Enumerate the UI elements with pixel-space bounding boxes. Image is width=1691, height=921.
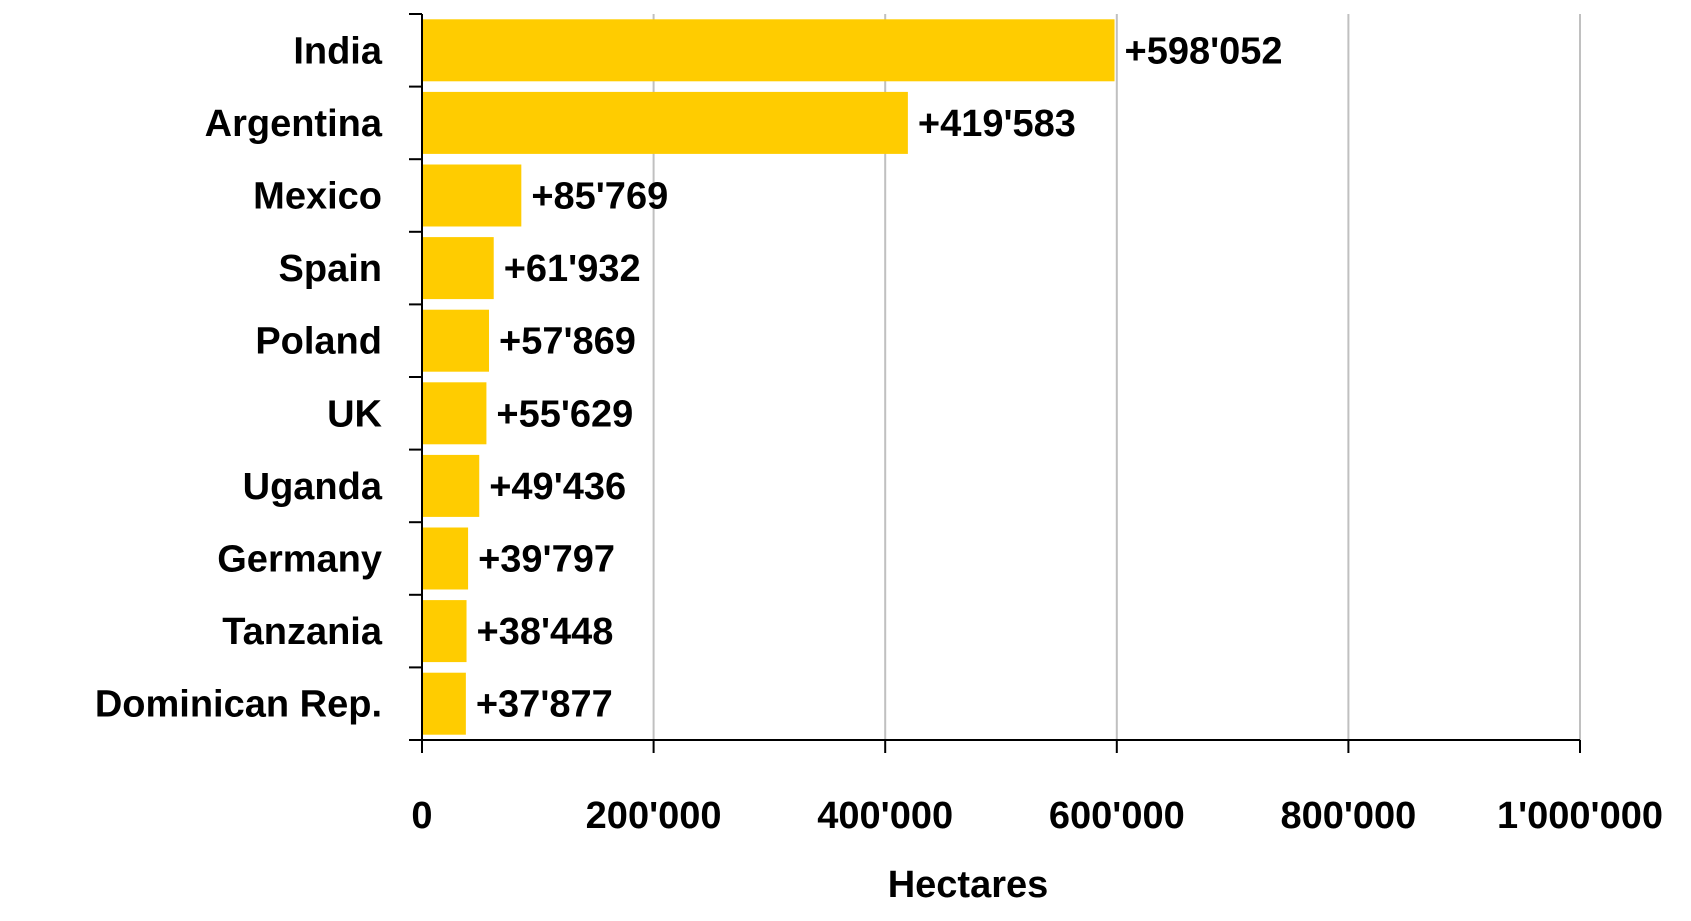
x-tick-label: 400'000	[817, 795, 953, 837]
category-label: Spain	[279, 248, 382, 290]
x-tick-label: 600'000	[1049, 795, 1185, 837]
bar-uk	[423, 382, 487, 445]
x-tick-label: 1'000'000	[1497, 795, 1663, 837]
labels: 0 200'000 400'000 600'000 800'000 1'000'000 In…	[95, 30, 1663, 837]
data-label: +49'436	[489, 466, 626, 508]
bar-argentina	[423, 91, 908, 154]
data-label: +38'448	[477, 611, 614, 653]
category-label: Poland	[255, 321, 382, 363]
x-tick-label: 200'000	[586, 795, 722, 837]
data-label: +57'869	[499, 321, 636, 363]
data-label: +39'797	[478, 539, 615, 581]
bar-poland	[423, 309, 490, 372]
category-label: India	[293, 30, 383, 72]
x-tick-label: 800'000	[1280, 795, 1416, 837]
bars	[423, 19, 1115, 735]
category-label: Dominican Rep.	[95, 684, 382, 726]
bar-spain	[423, 237, 494, 300]
bar-uganda	[423, 454, 480, 517]
category-label: Tanzania	[222, 611, 383, 653]
bar-mexico	[423, 164, 522, 227]
data-label: +598'052	[1125, 30, 1283, 72]
bar-germany	[423, 527, 469, 590]
category-label: Uganda	[243, 466, 383, 508]
category-label: Argentina	[205, 103, 383, 145]
data-label: +37'877	[476, 684, 613, 726]
x-axis-title: Hectares	[888, 864, 1049, 906]
category-label: Mexico	[253, 176, 382, 218]
x-tick-label: 0	[411, 795, 432, 837]
data-label: +61'932	[504, 248, 641, 290]
data-label: +55'629	[496, 393, 633, 435]
axes	[409, 13, 1581, 753]
data-label: +85'769	[531, 176, 668, 218]
category-label: UK	[327, 393, 382, 435]
bar-india	[423, 19, 1115, 82]
bar-tanzania	[423, 600, 467, 663]
bar-dominican-rep	[423, 672, 466, 735]
category-label: Germany	[217, 539, 382, 581]
data-label: +419'583	[918, 103, 1076, 145]
